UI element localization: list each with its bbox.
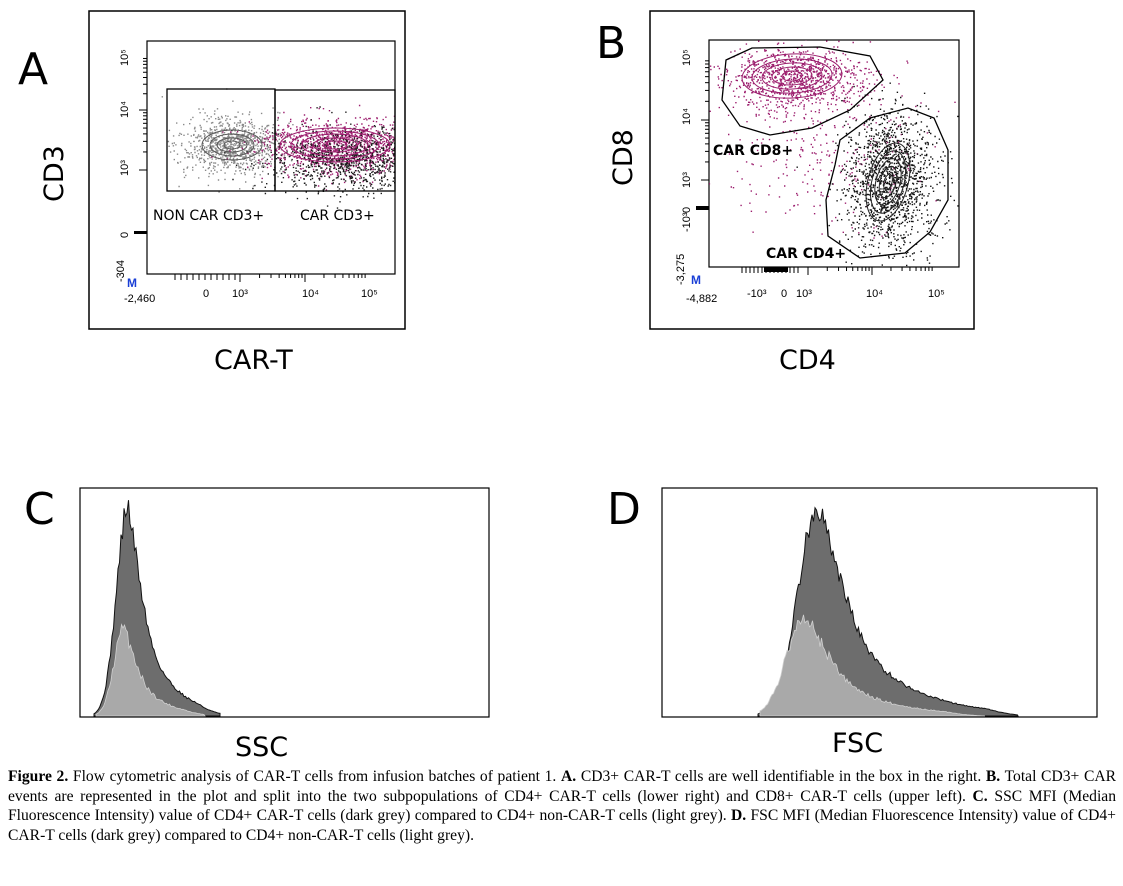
panel-a-axis-ticks [134, 57, 395, 282]
panel-a-x-tick-3: 10⁵ [361, 288, 378, 300]
car-cd3-contour [312, 137, 358, 153]
panel-a-y-tick-3: 10⁵ [119, 49, 131, 66]
car-cd8-contour [761, 62, 823, 90]
gate-non-car-cd3-label: NON CAR CD3+ [153, 208, 264, 224]
car-cd4-contour [878, 165, 898, 199]
caption-b-label: B. [985, 768, 1001, 785]
panel-a-y-min-label: -304 [115, 260, 127, 282]
caption-b-text: Total CD3+ CAR events are represented in… [8, 768, 1117, 805]
car-cd3-contour [322, 140, 348, 150]
panel-b-y-tick-2: 10³ [681, 172, 693, 188]
caption-c-text: SSC MFI (Median Fluorescence Intensity) … [8, 787, 1117, 825]
panel-b-y-tick-1: 0 [681, 207, 693, 213]
car-cd4-contour [883, 173, 893, 191]
panel-a-x-tick-2: 10⁴ [302, 288, 319, 300]
panel-b-letter: B [596, 18, 626, 69]
panel-a-y-tick-1: 10³ [119, 160, 131, 176]
car-cd4-events [796, 82, 959, 267]
panel-b-x-tick-2: 10³ [796, 288, 812, 300]
panel-b-x-tick-4: 10⁵ [928, 288, 945, 300]
gate-car-cd8 [721, 46, 884, 136]
car-cd8-contour [751, 58, 833, 94]
car-cd3-contour [301, 133, 369, 157]
panel-a-frame [88, 10, 406, 330]
panel-b-x-tick-0: -10³ [747, 288, 767, 300]
caption-d-label: D. [730, 807, 747, 825]
car-cd4-contour [874, 158, 902, 206]
non-car-cd3-contour [216, 137, 248, 153]
non-car-cd3-contour [223, 140, 241, 150]
gate-car-cd4 [825, 107, 949, 259]
panel-b-x-tick-1: 0 [781, 288, 787, 300]
car-cd8-contour [781, 70, 803, 82]
figure-caption: Figure 2. Flow cytometric analysis of CA… [8, 767, 1116, 845]
gate-car-cd3-label: CAR CD3+ [300, 208, 375, 224]
panel-d-x-axis-label: FSC [832, 728, 883, 759]
panel-a-letter: A [18, 44, 48, 95]
panel-a-x-axis-label: CAR-T [214, 345, 293, 376]
panel-a-events [161, 88, 395, 209]
car-cd4-contour [865, 142, 911, 222]
panel-c-histogram-light-grey [95, 623, 206, 717]
panel-d-letter: D [607, 484, 641, 535]
car-cd8-contour [771, 66, 813, 86]
panel-a-marker: M [127, 276, 137, 290]
panel-b-x-axis-label: CD4 [779, 345, 836, 376]
caption-d-text: FSC MFI (Median Fluorescence Intensity) … [8, 807, 1116, 844]
panel-a-x-min-label: -2,460 [124, 293, 155, 305]
caption-c-label: C. [972, 787, 988, 805]
car-cd8-scattered-events [709, 62, 956, 258]
panel-c-letter: C [24, 484, 55, 535]
caption-a-label: A. [561, 768, 577, 785]
non-car-cd3-contour [209, 133, 255, 157]
panel-b-contours [741, 53, 911, 222]
panel-a-x-tick-0: 0 [203, 288, 209, 300]
car-cd4-contour [869, 150, 907, 214]
panel-a-y-tick-0: 0 [119, 232, 131, 238]
caption-figure-label: Figure 2. [8, 768, 69, 785]
panel-a-contours [201, 127, 391, 163]
car-cd8-events [709, 40, 908, 124]
panel-b-y-tick-4: 10⁵ [681, 49, 693, 66]
panel-b-plot-area [708, 39, 960, 268]
panel-d-histogram-light-grey [759, 614, 986, 717]
panel-b-x-tick-3: 10⁴ [866, 288, 883, 300]
caption-a-text: CD3+ CAR-T cells are well identifiable i… [580, 768, 982, 785]
gate-car-cd4-label: CAR CD4+ [766, 246, 846, 262]
panel-b-axis-ticks [696, 60, 933, 275]
panel-a-y-tick-2: 10⁴ [119, 101, 131, 118]
figure-2: A NON CAR CD3+ CAR CD3+ M -2,460 -304 0 … [18, 10, 1098, 760]
car-cd3-contour [279, 127, 391, 163]
panel-b-y-tick-0: -10³ [681, 212, 693, 232]
car-cd3-events-dense [224, 106, 395, 209]
panel-b-frame [649, 10, 975, 330]
panel-b-events [709, 40, 959, 267]
panel-a-y-axis-label: CD3 [39, 145, 70, 202]
panel-c-plot-area [79, 487, 490, 718]
gate-car-cd8-label: CAR CD8+ [713, 143, 793, 159]
panel-c: C SSC [24, 484, 490, 760]
car-cd8-contour [741, 53, 843, 99]
non-car-cd3-events [161, 88, 335, 193]
panel-b-y-tick-3: 10⁴ [681, 108, 693, 125]
caption-intro: Flow cytometric analysis of CAR-T cells … [72, 768, 557, 785]
panel-d: D FSC [607, 484, 1098, 759]
panel-b: B CAR CD8+ CAR CD4+ M -4,882 -3,275 -10³… [596, 10, 975, 376]
panel-b-y-axis-label: CD8 [608, 129, 639, 186]
panel-b-marker: M [691, 273, 701, 287]
panel-b-x-min-label: -4,882 [686, 293, 717, 305]
car-cd3-contour [290, 130, 380, 160]
panel-b-y-min-label: -3,275 [675, 254, 687, 285]
panel-c-x-axis-label: SSC [235, 732, 288, 760]
non-car-cd3-contour [201, 129, 263, 161]
gate-car-cd3 [274, 89, 396, 192]
panel-a: A NON CAR CD3+ CAR CD3+ M -2,460 -304 0 … [18, 10, 406, 376]
panel-a-x-tick-1: 10³ [232, 288, 248, 300]
